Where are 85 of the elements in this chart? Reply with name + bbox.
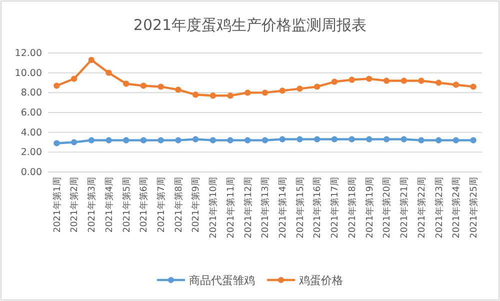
x-tick-label: 2021年第5周 — [121, 177, 132, 233]
point — [140, 82, 147, 89]
x-tick-label: 2021年第16周 — [312, 177, 324, 238]
point — [331, 78, 338, 85]
point — [88, 137, 94, 144]
x-tick-label: 2021年第17周 — [330, 177, 341, 238]
point — [227, 92, 234, 99]
y-tick-label: 6.00 — [20, 108, 42, 119]
point — [262, 137, 268, 144]
legend-label: 鸡蛋价格 — [298, 274, 343, 287]
point — [383, 136, 390, 142]
chart-title: 2021年度蛋鸡生产价格监测周报表 — [133, 16, 367, 34]
point — [244, 137, 251, 144]
x-tick-label: 2021年第4周 — [104, 177, 115, 233]
point — [436, 137, 442, 144]
point — [348, 136, 355, 142]
point — [175, 137, 182, 144]
point — [470, 84, 476, 90]
point — [244, 90, 251, 96]
point — [383, 78, 390, 84]
point — [54, 140, 60, 146]
x-tick-label: 2021年第2周 — [69, 177, 80, 233]
point — [192, 136, 199, 142]
point — [158, 137, 164, 144]
point — [262, 90, 268, 96]
point — [366, 136, 372, 142]
x-tick-label: 2021年第18周 — [346, 177, 358, 238]
point — [400, 78, 407, 84]
point — [418, 78, 424, 84]
point — [123, 137, 130, 144]
point — [452, 137, 460, 144]
point — [54, 82, 60, 89]
x-tick-label: 2021年第19周 — [364, 177, 376, 238]
point — [123, 80, 130, 87]
x-tick-label: 2021年第7周 — [156, 177, 167, 233]
point — [158, 84, 164, 90]
x-tick-label: 2021年第10周 — [208, 177, 220, 238]
point — [348, 76, 355, 83]
x-tick-label: 2021年第9周 — [190, 177, 202, 233]
x-tick-label: 2021年第13周 — [260, 177, 272, 238]
point — [296, 136, 303, 142]
x-tick-label: 2021年第15周 — [294, 177, 306, 238]
x-tick-label: 2021年第14周 — [278, 177, 289, 238]
point — [192, 92, 199, 98]
point — [400, 136, 407, 142]
x-tick-label: 2021年第11周 — [225, 177, 236, 238]
point — [106, 137, 112, 144]
point — [279, 136, 286, 142]
y-tick-label: 12.00 — [14, 48, 42, 60]
y-tick-label: 4.00 — [20, 127, 42, 138]
point — [70, 76, 78, 82]
point — [418, 137, 424, 144]
x-tick-label: 2021年第3周 — [86, 177, 98, 233]
x-tick-label: 2021年第23周 — [434, 177, 445, 238]
x-tick-label: 2021年第8周 — [173, 177, 184, 233]
point — [436, 80, 442, 86]
x-tick-label: 2021年第6周 — [138, 177, 150, 233]
x-tick-label: 2021年第12周 — [242, 177, 254, 238]
y-tick-label: 8.00 — [20, 88, 42, 99]
point — [106, 70, 112, 76]
point — [70, 139, 78, 146]
x-tick-label: 2021年第25周 — [468, 177, 480, 238]
point — [470, 137, 476, 144]
x-tick-label: 2021年第22周 — [416, 177, 428, 238]
point — [140, 137, 147, 144]
point — [314, 84, 320, 90]
legend-label: 商品代蛋雏鸡 — [189, 274, 255, 287]
point — [331, 136, 338, 142]
point — [210, 92, 216, 99]
point — [227, 137, 234, 144]
y-tick-label: 0.00 — [20, 167, 42, 178]
x-tick-label: 2021年第1周 — [52, 177, 63, 233]
point — [314, 136, 320, 142]
x-tick-label: 2021年第20周 — [382, 177, 393, 238]
point — [88, 56, 94, 64]
point — [296, 86, 303, 92]
y-tick-label: 10.00 — [14, 68, 42, 79]
y-tick-label: 2.00 — [20, 147, 42, 158]
point — [210, 137, 216, 144]
point — [452, 82, 460, 88]
point — [175, 86, 182, 93]
point — [279, 88, 286, 94]
x-tick-label: 2021年第21周 — [399, 177, 410, 238]
x-tick-label: 2021年第24周 — [451, 177, 462, 238]
point — [366, 76, 372, 82]
